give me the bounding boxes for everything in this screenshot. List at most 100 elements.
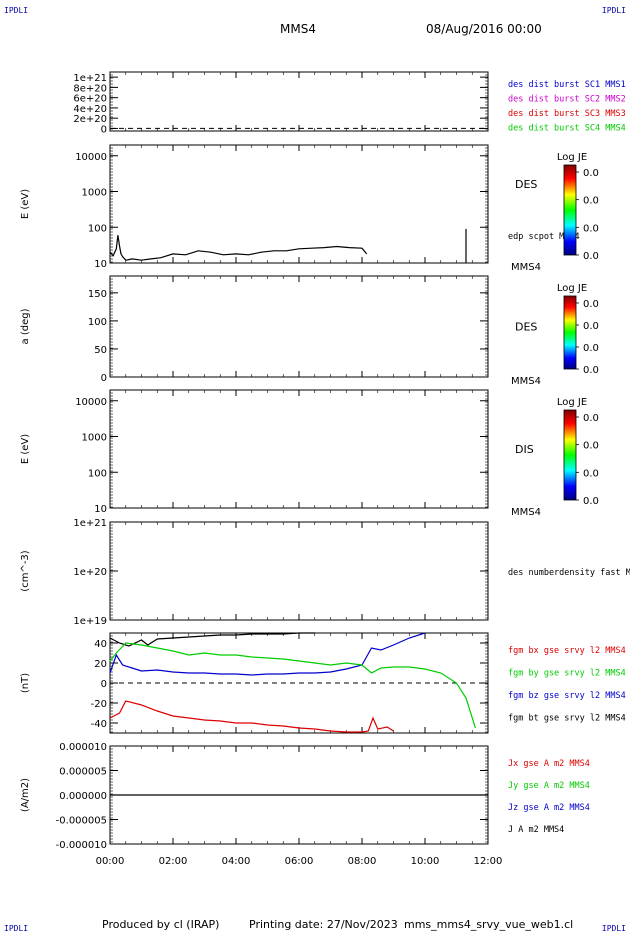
craft-label: MMS4 — [511, 262, 541, 273]
corner-label-br: IPDLI — [601, 924, 626, 933]
legend-entry: des dist burst SC4 MMS4 — [508, 124, 626, 134]
y-tick-label: 0 — [101, 373, 107, 384]
y-tick-label: -0.000005 — [56, 816, 107, 827]
x-tick-label: 04:00 — [222, 856, 251, 867]
panel-frame — [109, 389, 489, 509]
panel-frame — [109, 275, 489, 378]
side-label: DIS — [515, 443, 534, 456]
craft-label: MMS4 — [511, 376, 541, 387]
corner-label-tr: IPDLI — [601, 6, 626, 15]
series-line-1 — [109, 632, 426, 676]
colorbar — [563, 295, 577, 370]
y-tick-label: 40 — [94, 639, 107, 650]
legend-entry: J A m2 MMS4 — [508, 825, 564, 835]
legend-entry: fgm bt gse srvy l2 MMS4 — [508, 714, 626, 724]
y-tick-label: 10000 — [75, 397, 107, 408]
colorbar-tick-label: 0.0 — [583, 365, 599, 376]
plot-date: 08/Aug/2016 00:00 — [426, 22, 542, 36]
colorbar — [563, 409, 577, 501]
footer-produced: Produced by cl (IRAP) — [102, 918, 220, 931]
y-tick-label: 50 — [94, 345, 107, 356]
x-tick-label: 08:00 — [348, 856, 377, 867]
side-label: DES — [515, 321, 537, 334]
panel-frame — [109, 144, 489, 264]
colorbar — [563, 164, 577, 256]
legend-entry: des dist burst SC1 MMS1 — [508, 80, 626, 90]
colorbar-tick-label: 0.0 — [583, 496, 599, 507]
y-axis-label: (cm^-3) — [20, 550, 31, 591]
x-tick-label: 06:00 — [285, 856, 314, 867]
colorbar-tick-label: 0.0 — [583, 321, 599, 332]
y-tick-label: 0 — [101, 124, 107, 135]
y-tick-label: 2e+20 — [73, 114, 107, 125]
y-tick-label: 150 — [88, 289, 107, 300]
y-tick-label: 100 — [88, 317, 107, 328]
series-line-0 — [109, 632, 315, 647]
colorbar-title: Log JE — [557, 283, 587, 294]
y-tick-label: 4e+20 — [73, 104, 107, 115]
series-line-0 — [109, 235, 368, 261]
legend-entry: des dist burst SC3 MMS3 — [508, 109, 626, 119]
y-tick-label: 1e+20 — [73, 567, 107, 578]
colorbar-title: Log JE — [557, 397, 587, 408]
legend-entry: Jx gse A m2 MMS4 — [508, 759, 590, 769]
series-line-2 — [109, 642, 476, 729]
colorbar-tick-label: 0.0 — [583, 468, 599, 479]
y-tick-label: 1000 — [82, 433, 107, 444]
series-line-3 — [109, 700, 394, 733]
legend-entry: Jy gse A m2 MMS4 — [508, 781, 590, 791]
craft-label: MMS4 — [511, 507, 541, 518]
y-tick-label: 10000 — [75, 152, 107, 163]
y-tick-label: -20 — [91, 699, 107, 710]
colorbar-tick-label: 0.0 — [583, 251, 599, 262]
y-tick-label: 0.000010 — [59, 742, 107, 753]
y-tick-label: 0 — [101, 679, 107, 690]
x-tick-label: 12:00 — [474, 856, 503, 867]
y-tick-label: 10 — [94, 504, 107, 515]
y-axis-label: E (eV) — [20, 434, 31, 464]
y-tick-label: 1000 — [82, 188, 107, 199]
footer-printing-date: Printing date: 27/Nov/2023 — [249, 918, 398, 931]
y-tick-label: 8e+20 — [73, 83, 107, 94]
spacecraft-title: MMS4 — [280, 22, 316, 36]
trace-label: edp scpot MMS4 — [508, 232, 580, 242]
colorbar-title: Log JE — [557, 152, 587, 163]
legend-entry: fgm by gse srvy l2 MMS4 — [508, 669, 626, 679]
colorbar-tick-label: 0.0 — [583, 413, 599, 424]
y-tick-label: 20 — [94, 659, 107, 670]
y-tick-label: 1e+21 — [73, 518, 107, 529]
y-tick-label: 100 — [88, 468, 107, 479]
x-tick-label: 00:00 — [96, 856, 125, 867]
colorbar-tick-label: 0.0 — [583, 299, 599, 310]
y-axis-label: a (deg) — [20, 308, 31, 344]
legend-entry: des dist burst SC2 MMS2 — [508, 95, 626, 105]
x-tick-label: 10:00 — [411, 856, 440, 867]
side-label: DES — [515, 178, 537, 191]
y-tick-label: 100 — [88, 223, 107, 234]
y-axis-label: (nT) — [20, 673, 31, 693]
legend-entry: Jz gse A m2 MMS4 — [508, 803, 590, 813]
colorbar-tick-label: 0.0 — [583, 223, 599, 234]
colorbar-tick-label: 0.0 — [583, 441, 599, 452]
y-tick-label: 1e+19 — [73, 616, 107, 627]
y-axis-label: (A/m2) — [20, 778, 31, 812]
colorbar-tick-label: 0.0 — [583, 168, 599, 179]
y-tick-label: 0.000000 — [59, 791, 107, 802]
y-tick-label: 1e+21 — [73, 73, 107, 84]
y-axis-label: E (eV) — [20, 189, 31, 219]
corner-label-tl: IPDLI — [4, 6, 29, 15]
corner-label-bl: IPDLI — [4, 924, 29, 933]
colorbar-tick-label: 0.0 — [583, 196, 599, 207]
x-tick-label: 02:00 — [159, 856, 188, 867]
y-tick-label: -40 — [91, 719, 107, 730]
legend-entry: fgm bx gse srvy l2 MMS4 — [508, 646, 626, 656]
trace-label: des numberdensity fast M — [508, 568, 630, 578]
y-tick-label: 0.000005 — [59, 767, 107, 778]
footer-file: mms_mms4_srvy_vue_web1.cl — [404, 918, 574, 931]
y-tick-label: 10 — [94, 259, 107, 270]
colorbar-tick-label: 0.0 — [583, 343, 599, 354]
legend-entry: fgm bz gse srvy l2 MMS4 — [508, 691, 626, 701]
y-tick-label: 6e+20 — [73, 94, 107, 105]
panel-frame — [109, 521, 489, 621]
